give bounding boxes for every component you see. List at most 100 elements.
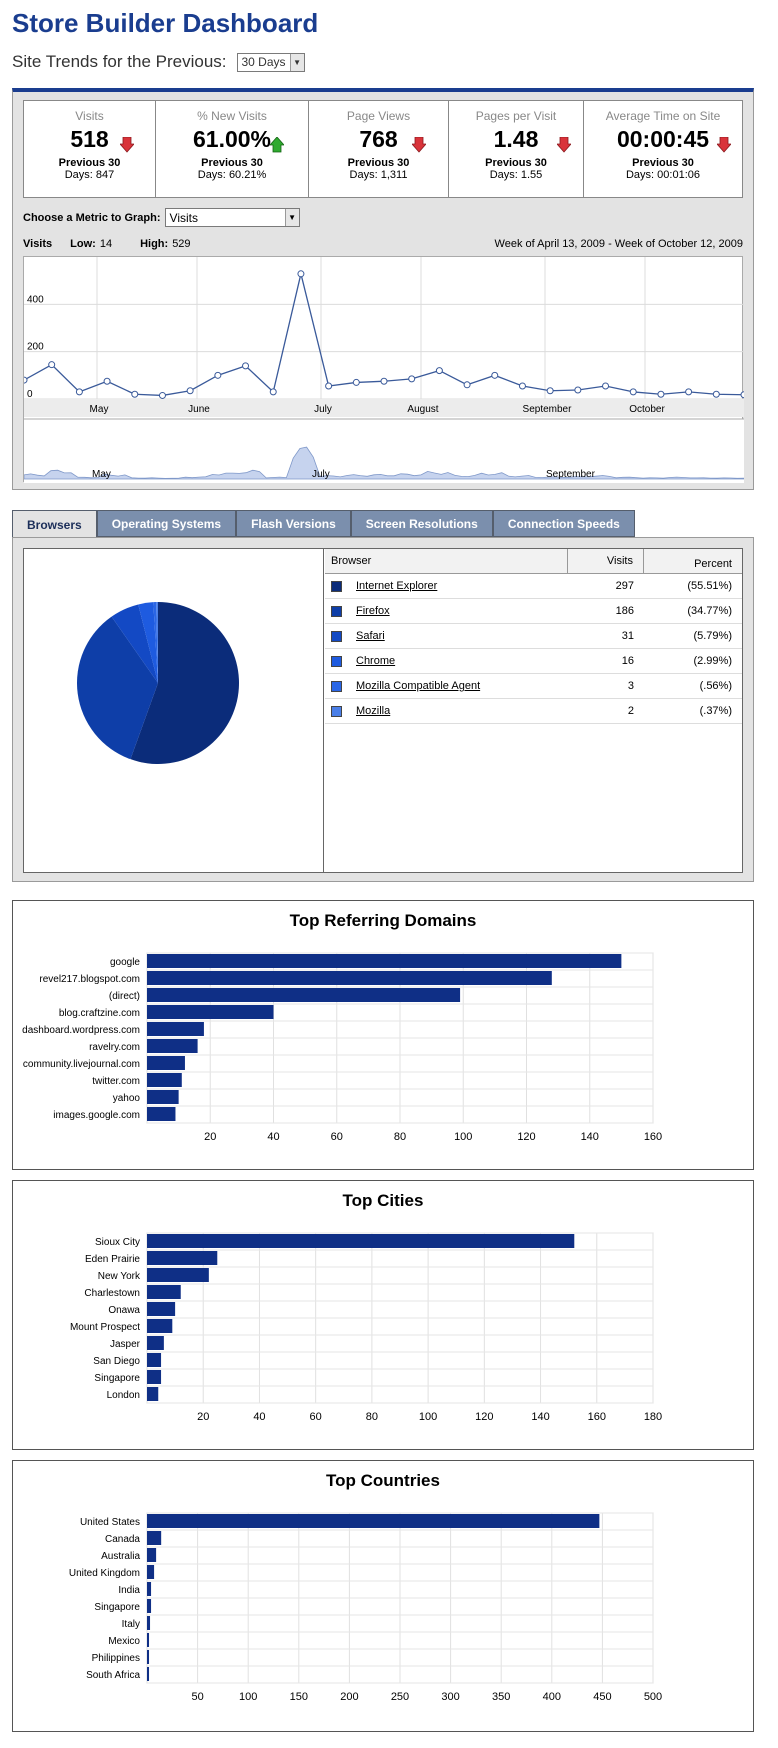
pie-slice — [153, 602, 158, 683]
x-tick-label: June — [188, 404, 210, 415]
pie-slice — [138, 602, 158, 683]
bar — [147, 1073, 182, 1087]
data-point — [48, 361, 56, 369]
color-swatch — [331, 580, 342, 592]
browser-link[interactable]: Mozilla — [356, 705, 391, 717]
data-point — [75, 388, 83, 396]
browser-visits: 2 — [627, 705, 634, 717]
graph-low-value: 14 — [99, 238, 113, 250]
x-tick-label: 400 — [543, 1691, 561, 1703]
x-tick-label: 20 — [197, 1411, 209, 1423]
x-tick-label: 160 — [644, 1131, 662, 1143]
tab-browsers[interactable]: Browsers — [12, 510, 97, 538]
data-point — [380, 377, 388, 385]
bar — [147, 1107, 176, 1121]
metric-label: Pages per Visit — [475, 109, 557, 123]
metric-days-value: 847 — [95, 169, 115, 181]
x-tick-label: 200 — [340, 1691, 358, 1703]
pie-slice — [111, 604, 158, 683]
metric-prev-label: Previous 30 — [58, 157, 121, 169]
tab-connection-speeds[interactable]: Connection Speeds — [492, 510, 635, 537]
graph-high-label: High: — [140, 238, 169, 250]
x-tick-label: 40 — [267, 1131, 279, 1143]
category-label: New York — [98, 1271, 141, 1282]
x-tick-label: 20 — [204, 1131, 216, 1143]
data-point — [352, 378, 360, 386]
category-label: Onawa — [108, 1305, 140, 1316]
bar — [147, 1548, 157, 1562]
data-point — [186, 387, 194, 395]
metric-select[interactable]: Visits ▼ — [164, 208, 300, 227]
category-label: Italy — [122, 1619, 140, 1630]
browser-tabs: Browsers Operating Systems Flash Version… — [12, 510, 635, 538]
table-row: Safari 31 (5.79%) — [325, 624, 742, 649]
category-label: United States — [80, 1517, 140, 1528]
graph-metric-label: Visits — [23, 238, 53, 250]
col-percent-header[interactable]: Percent — [694, 558, 732, 570]
metric-days-value: 1,311 — [380, 169, 408, 181]
tab-screen-resolutions[interactable]: Screen Resolutions — [350, 510, 493, 537]
metric-visits[interactable]: Visits 518 Previous 30 Days: 847 — [24, 101, 156, 197]
category-label: San Diego — [93, 1356, 140, 1367]
period-select-value: 30 Days — [241, 55, 286, 69]
browser-visits: 297 — [615, 580, 634, 592]
metric-days-label: Days: — [197, 169, 226, 181]
metric-avg-time[interactable]: Average Time on Site 00:00:45 Previous 3… — [584, 101, 742, 197]
metric-label: Page Views — [346, 109, 411, 123]
data-point — [435, 367, 443, 375]
browser-table-header: Browser Visits Percent — [325, 549, 742, 574]
browsers-content: Browser Visits Percent Internet Explorer… — [23, 548, 743, 873]
bar — [147, 1056, 185, 1070]
pie-slice — [156, 602, 158, 683]
browser-percent: (.37%) — [699, 705, 732, 717]
browser-link[interactable]: Internet Explorer — [356, 580, 438, 592]
bar — [147, 1319, 173, 1333]
graph-date-range: Week of April 13, 2009 - Week of October… — [494, 238, 743, 250]
color-swatch — [331, 705, 342, 717]
chevron-down-icon: ▼ — [284, 209, 299, 226]
data-point — [103, 377, 111, 385]
tab-flash-versions[interactable]: Flash Versions — [236, 510, 351, 537]
browser-link[interactable]: Chrome — [356, 655, 396, 667]
bar — [147, 1336, 164, 1350]
x-tick-label: October — [629, 404, 665, 415]
bar — [147, 1667, 150, 1681]
x-tick-label: August — [407, 404, 438, 415]
x-tick-label: 60 — [310, 1411, 322, 1423]
x-tick-label: 120 — [475, 1411, 493, 1423]
col-visits-header[interactable]: Visits — [568, 549, 644, 573]
metric-pages-per-visit[interactable]: Pages per Visit 1.48 Previous 30 Days: 1… — [449, 101, 584, 197]
browser-link[interactable]: Firefox — [356, 605, 390, 617]
x-tick-label: 150 — [290, 1691, 308, 1703]
data-point — [408, 375, 416, 383]
browsers-panel: Browser Visits Percent Internet Explorer… — [12, 537, 754, 882]
data-point — [546, 387, 554, 395]
tab-operating-systems[interactable]: Operating Systems — [96, 510, 237, 537]
metric-new-visits[interactable]: % New Visits 61.00% Previous 30 Days: 60… — [156, 101, 309, 197]
metric-days-value: 60.21% — [228, 169, 267, 181]
x-tick-label: 40 — [253, 1411, 265, 1423]
metric-prev-label: Previous 30 — [347, 157, 410, 169]
metric-prev-label: Previous 30 — [201, 157, 263, 169]
x-tick-label: July — [314, 404, 332, 415]
metric-value: 61.00% — [192, 126, 271, 152]
data-point — [297, 270, 305, 278]
metric-days-label: Days: — [349, 169, 378, 181]
browser-link[interactable]: Mozilla Compatible Agent — [356, 680, 481, 692]
data-point — [24, 376, 28, 384]
browser-link[interactable]: Safari — [356, 630, 385, 642]
category-label: India — [118, 1585, 140, 1596]
bar — [147, 1302, 176, 1316]
arrow-up-icon — [269, 136, 285, 158]
site-trends-row: Site Trends for the Previous: 30 Days ▼ — [12, 52, 305, 72]
metric-page-views[interactable]: Page Views 768 Previous 30 Days: 1,311 — [309, 101, 449, 197]
chevron-down-icon: ▼ — [289, 53, 304, 71]
data-point — [131, 390, 139, 398]
col-browser-header[interactable]: Browser — [325, 549, 568, 573]
color-swatch — [331, 680, 342, 692]
browser-visits: 31 — [621, 630, 634, 642]
period-select[interactable]: 30 Days ▼ — [236, 52, 305, 72]
bar — [147, 1531, 162, 1545]
visits-line-chart[interactable]: 0 200 400 May June July August September October… — [23, 256, 744, 483]
bar — [147, 1268, 209, 1282]
